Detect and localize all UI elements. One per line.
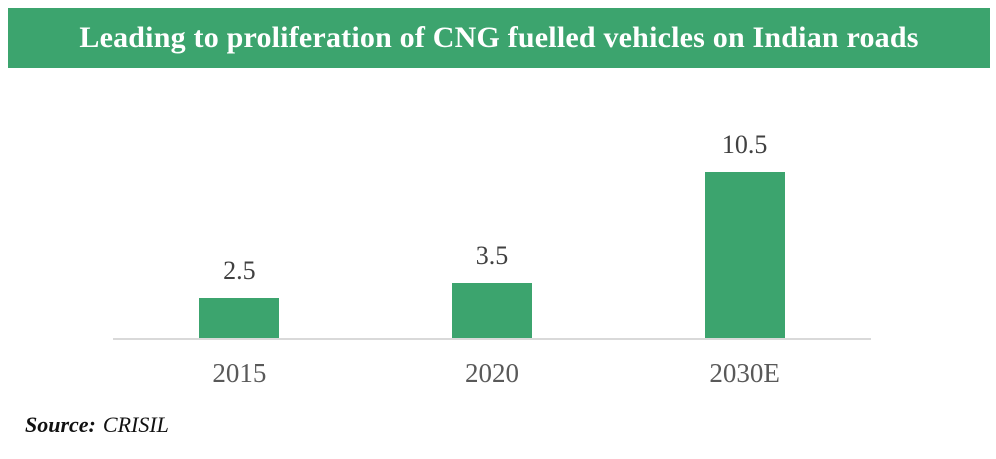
source-label: Source: xyxy=(25,412,96,437)
value-label-2015: 2.5 xyxy=(223,256,256,285)
value-label-2020: 3.5 xyxy=(475,241,509,270)
tick-label-2030E: 2030E xyxy=(709,358,780,388)
bar-2020 xyxy=(452,283,532,338)
source-value: CRISIL xyxy=(102,412,169,437)
tick-label-2020: 2020 xyxy=(465,358,519,388)
value-label-2030E: 10.5 xyxy=(721,130,768,159)
x-axis-line xyxy=(113,338,871,340)
chart-title-banner: Leading to proliferation of CNG fuelled … xyxy=(8,8,990,68)
bar-2030E xyxy=(704,172,785,338)
chart-title: Leading to proliferation of CNG fuelled … xyxy=(79,21,919,54)
source-note: Source: CRISIL xyxy=(25,412,169,438)
tick-label-2015: 2015 xyxy=(212,358,267,388)
bar-2015 xyxy=(199,298,280,338)
